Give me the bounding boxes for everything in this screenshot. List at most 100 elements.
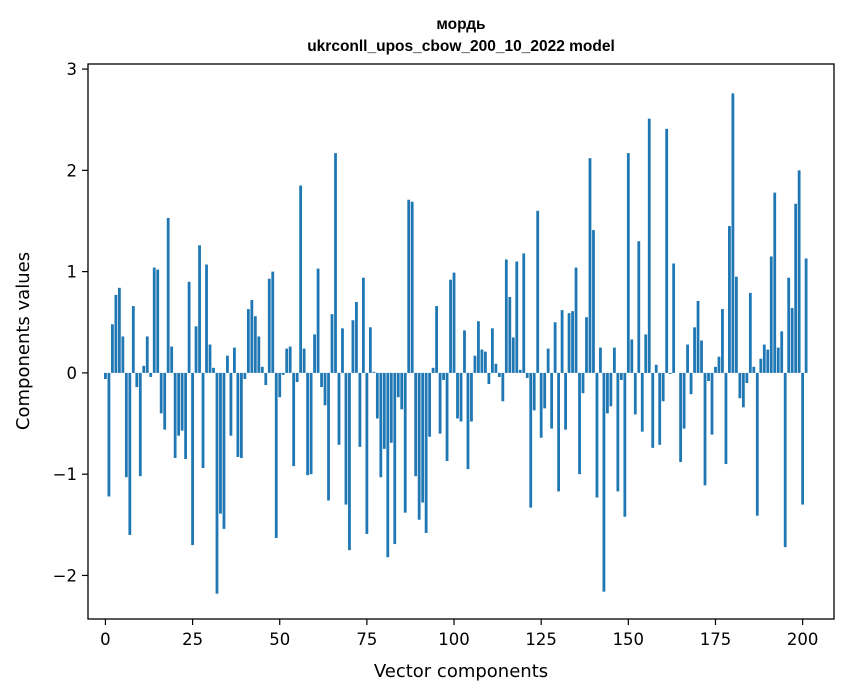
- bar-58: [306, 372, 310, 476]
- bar-84: [396, 372, 400, 398]
- bar-99: [449, 279, 452, 373]
- bar-103: [463, 330, 466, 373]
- bar-194: [780, 331, 784, 373]
- bar-26: [194, 326, 198, 373]
- y-tick-label: 1: [67, 263, 78, 282]
- bar-145: [609, 372, 613, 407]
- bar-57: [302, 348, 306, 373]
- bar-8: [131, 306, 135, 373]
- bar-153: [637, 241, 641, 373]
- bar-17: [163, 372, 167, 430]
- bar-127: [546, 348, 550, 373]
- bar-178: [724, 372, 728, 465]
- bar-168: [689, 372, 693, 395]
- bar-121: [525, 372, 529, 378]
- bar-149: [623, 372, 627, 517]
- bar-200: [801, 372, 805, 505]
- bar-55: [295, 372, 299, 383]
- bar-201: [804, 258, 808, 373]
- bar-124: [536, 210, 540, 373]
- bar-144: [606, 372, 609, 414]
- x-tick-label: 100: [438, 630, 470, 649]
- x-tick-label: 150: [613, 630, 645, 649]
- bar-108: [480, 349, 484, 373]
- bar-171: [700, 340, 703, 373]
- bar-199: [797, 170, 801, 373]
- bar-89: [414, 372, 418, 477]
- bar-53: [288, 346, 292, 373]
- bar-91: [421, 372, 425, 503]
- bar-81: [386, 372, 390, 558]
- bar-157: [651, 372, 655, 448]
- bar-174: [710, 372, 714, 435]
- bar-29: [205, 264, 208, 373]
- bar-85: [400, 372, 404, 410]
- bar-148: [619, 372, 623, 380]
- bar-49: [274, 372, 278, 538]
- x-tick-label: 50: [269, 630, 290, 649]
- bar-88: [410, 201, 414, 373]
- bar-65: [330, 314, 334, 373]
- bar-95: [435, 306, 438, 373]
- bar-163: [672, 263, 676, 373]
- bar-19: [170, 346, 174, 373]
- bar-22: [180, 372, 184, 431]
- bar-109: [484, 351, 487, 373]
- x-axis-ticks: 0 25 50 75 100 125 150 175 200: [100, 619, 818, 649]
- bar-33: [219, 372, 222, 514]
- chart-title: мордь: [436, 16, 485, 33]
- bar-177: [721, 309, 724, 373]
- bar-146: [612, 347, 616, 373]
- x-tick-label: 25: [182, 630, 203, 649]
- bar-66: [334, 153, 337, 373]
- bar-25: [191, 372, 194, 546]
- bar-47: [267, 278, 271, 373]
- bar-67: [337, 372, 341, 445]
- bar-87: [407, 199, 411, 373]
- bar-198: [794, 203, 798, 373]
- bar-13: [149, 372, 153, 377]
- bar-104: [466, 372, 470, 470]
- bar-137: [581, 372, 585, 394]
- bar-82: [389, 372, 393, 443]
- bar-129: [553, 322, 557, 373]
- bar-45: [260, 366, 264, 373]
- bar-94: [431, 367, 435, 373]
- bar-134: [571, 311, 574, 373]
- bar-175: [714, 366, 717, 373]
- bar-102: [459, 372, 463, 422]
- bar-136: [578, 372, 581, 475]
- bar-165: [679, 372, 683, 463]
- bar-79: [379, 372, 383, 478]
- bar-92: [424, 372, 428, 533]
- bar-56: [299, 185, 303, 373]
- bar-52: [285, 348, 289, 373]
- bar-31: [212, 367, 215, 373]
- bar-191: [769, 256, 773, 373]
- bar-93: [428, 372, 432, 437]
- y-tick-label: 3: [67, 60, 78, 79]
- bar-62: [320, 372, 323, 388]
- bar-126: [543, 372, 547, 409]
- bar-18: [166, 217, 170, 373]
- bar-98: [445, 372, 449, 462]
- bar-71: [351, 320, 355, 373]
- bar-197: [790, 308, 794, 373]
- bar-43: [253, 316, 257, 373]
- bar-140: [592, 230, 595, 373]
- bar-158: [654, 364, 658, 373]
- bar-37: [233, 347, 236, 373]
- bar-152: [633, 372, 637, 415]
- bar-186: [752, 366, 756, 373]
- bars-group: [104, 93, 808, 594]
- bar-142: [599, 347, 602, 373]
- bar-122: [529, 372, 533, 508]
- bar-147: [616, 372, 620, 492]
- bar-6: [124, 372, 128, 478]
- y-tick-label: 2: [67, 161, 78, 180]
- bar-123: [532, 372, 536, 411]
- bar-117: [511, 337, 515, 373]
- bar-42: [250, 299, 254, 373]
